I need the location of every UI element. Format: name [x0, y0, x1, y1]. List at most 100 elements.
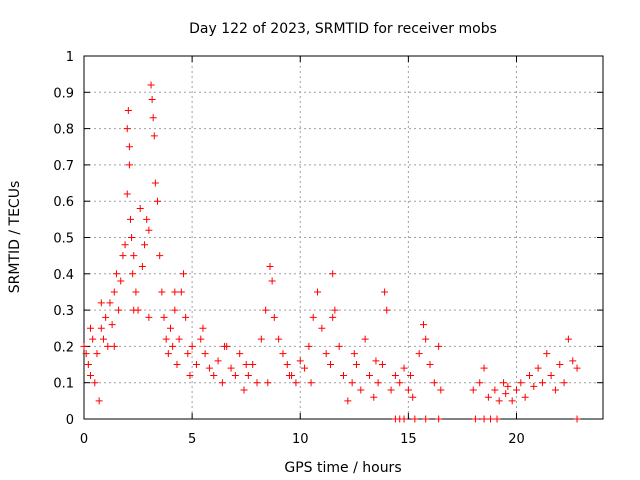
y-tick-label: 0.6 [53, 195, 74, 210]
data-point [86, 324, 94, 332]
data-point [521, 393, 529, 401]
y-tick-label: 0.4 [53, 268, 74, 283]
data-point [123, 125, 131, 133]
data-point [154, 197, 162, 205]
data-point [322, 350, 330, 358]
y-tick-label: 0.2 [53, 340, 74, 355]
data-point [480, 364, 488, 372]
data-point [476, 379, 484, 387]
data-point [383, 306, 391, 314]
chart-title: Day 122 of 2023, SRMTID for receiver mob… [189, 21, 497, 37]
data-point [517, 379, 525, 387]
data-point [147, 81, 155, 89]
data-point [508, 397, 516, 405]
data-point [91, 379, 99, 387]
data-point [422, 415, 430, 423]
data-point [301, 364, 309, 372]
data-point [151, 179, 159, 187]
data-point [275, 335, 283, 343]
data-point [201, 350, 209, 358]
y-tick-label: 0.5 [53, 232, 74, 247]
data-point [484, 393, 492, 401]
x-tick-label: 5 [188, 432, 196, 447]
data-point [97, 324, 105, 332]
data-point [104, 342, 112, 350]
data-point [573, 364, 581, 372]
data-point [502, 390, 510, 398]
data-point [89, 335, 97, 343]
data-point [138, 263, 146, 271]
data-point [124, 106, 132, 114]
data-point [125, 161, 133, 169]
data-point [305, 342, 313, 350]
data-point [141, 241, 149, 249]
data-point [93, 350, 101, 358]
data-point [415, 350, 423, 358]
data-point [331, 306, 339, 314]
y-tick-label: 0.1 [53, 377, 74, 392]
data-point [350, 350, 358, 358]
data-point [145, 313, 153, 321]
y-tick-label: 0 [66, 413, 74, 428]
data-point [184, 350, 192, 358]
data-point [420, 321, 428, 329]
data-point [262, 306, 270, 314]
data-point [112, 270, 120, 278]
data-point [110, 288, 118, 296]
data-point [329, 313, 337, 321]
data-point [149, 114, 157, 122]
data-point [504, 382, 512, 390]
data-point [188, 342, 196, 350]
data-point [182, 313, 190, 321]
data-point [119, 252, 127, 260]
data-point [335, 342, 343, 350]
y-tick-label: 0.8 [53, 123, 74, 138]
data-point [391, 371, 399, 379]
data-point [407, 371, 415, 379]
data-point [469, 386, 477, 394]
data-point [525, 371, 533, 379]
data-point [129, 270, 137, 278]
data-point [126, 215, 134, 223]
data-point [95, 397, 103, 405]
data-point [253, 379, 261, 387]
data-point [285, 371, 293, 379]
data-point [435, 342, 443, 350]
data-point [214, 357, 222, 365]
data-point [249, 361, 257, 369]
data-point [192, 361, 200, 369]
data-point [365, 371, 373, 379]
data-point [205, 364, 213, 372]
data-point [348, 379, 356, 387]
data-point [115, 306, 123, 314]
data-point [236, 350, 244, 358]
data-point [218, 379, 226, 387]
data-point [164, 350, 172, 358]
data-point [471, 415, 479, 423]
data-point [197, 335, 205, 343]
data-point [242, 361, 250, 369]
data-point [160, 313, 168, 321]
data-point [556, 361, 564, 369]
data-point [117, 277, 125, 285]
data-point [329, 270, 337, 278]
data-point [199, 324, 207, 332]
data-point [396, 379, 404, 387]
data-point [279, 350, 287, 358]
data-point [370, 393, 378, 401]
data-point [179, 270, 187, 278]
data-point [80, 342, 88, 350]
data-point [97, 299, 105, 307]
y-tick-label: 1 [66, 50, 74, 65]
data-point [318, 324, 326, 332]
data-point [145, 226, 153, 234]
data-point [378, 361, 386, 369]
data-point [169, 342, 177, 350]
data-point [493, 415, 501, 423]
data-point [162, 335, 170, 343]
data-point [221, 342, 229, 350]
data-point [231, 371, 239, 379]
data-point [148, 96, 156, 104]
data-point [400, 415, 408, 423]
data-point [340, 371, 347, 379]
